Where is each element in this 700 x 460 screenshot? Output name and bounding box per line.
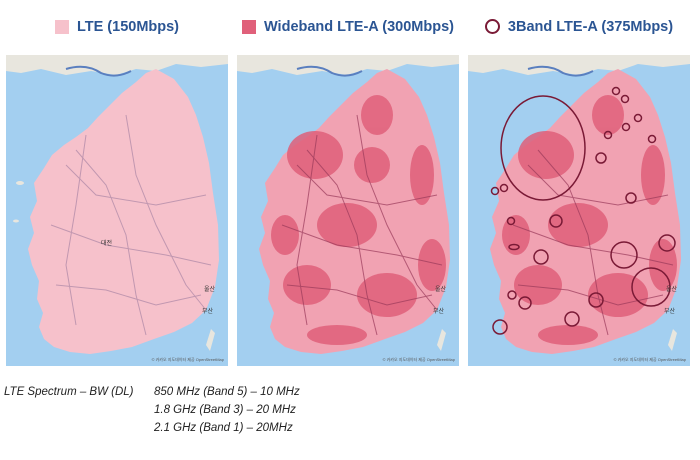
legend-label-wideband: Wideband LTE-A (300Mbps) [264,18,454,35]
legend-lte: LTE (150Mbps) [6,8,228,45]
svg-text:부산: 부산 [202,307,214,315]
legend-ring-icon [484,19,500,34]
spectrum-row-band5: 850 MHz (Band 5) – 10 MHz [154,386,300,398]
map-attribution: © 카카오 지도데이터 제공 OpenStreetMap [382,357,455,362]
spectrum-label: LTE Spectrum – BW (DL) [4,386,134,398]
legend-wideband: Wideband LTE-A (300Mbps) [237,8,459,45]
legend-swatch-wideband [242,19,256,34]
svg-text:울산: 울산 [666,285,678,293]
map-attribution: © 카카오 지도데이터 제공 OpenStreetMap [151,357,224,362]
svg-text:대전: 대전 [101,239,112,247]
coverage-map-3band[interactable]: 부산 울산 © 카카오 지도데이터 제공 OpenStreetMap [468,55,690,366]
svg-text:울산: 울산 [204,285,216,293]
spectrum-row-band1: 2.1 GHz (Band 1) – 20MHz [154,422,293,434]
map-attribution: © 카카오 지도데이터 제공 OpenStreetMap [613,357,686,362]
panel-wideband: Wideband LTE-A (300Mbps) [237,8,459,366]
svg-text:부산: 부산 [664,307,676,315]
svg-text:울산: 울산 [435,285,447,293]
area-circle-capital [500,95,586,201]
legend-swatch-lte [54,19,69,34]
panel-3band: 3Band LTE-A (375Mbps) [468,8,690,366]
coverage-map-wideband[interactable]: 부산 울산 © 카카오 지도데이터 제공 OpenStreetMap [237,55,459,366]
svg-text:부산: 부산 [433,307,445,315]
coverage-map-lte[interactable]: 부산 울산 대전 © 카카오 지도데이터 제공 OpenStreetMap [6,55,228,366]
legend-3band: 3Band LTE-A (375Mbps) [468,8,690,45]
spectrum-row-band3: 1.8 GHz (Band 3) – 20 MHz [154,404,296,416]
panel-lte: LTE (150Mbps) 부산 울산 대전 © 카카오 지도데이터 제공 Op… [6,8,228,366]
legend-label-3band: 3Band LTE-A (375Mbps) [507,18,674,35]
legend-label-lte: LTE (150Mbps) [76,18,180,35]
